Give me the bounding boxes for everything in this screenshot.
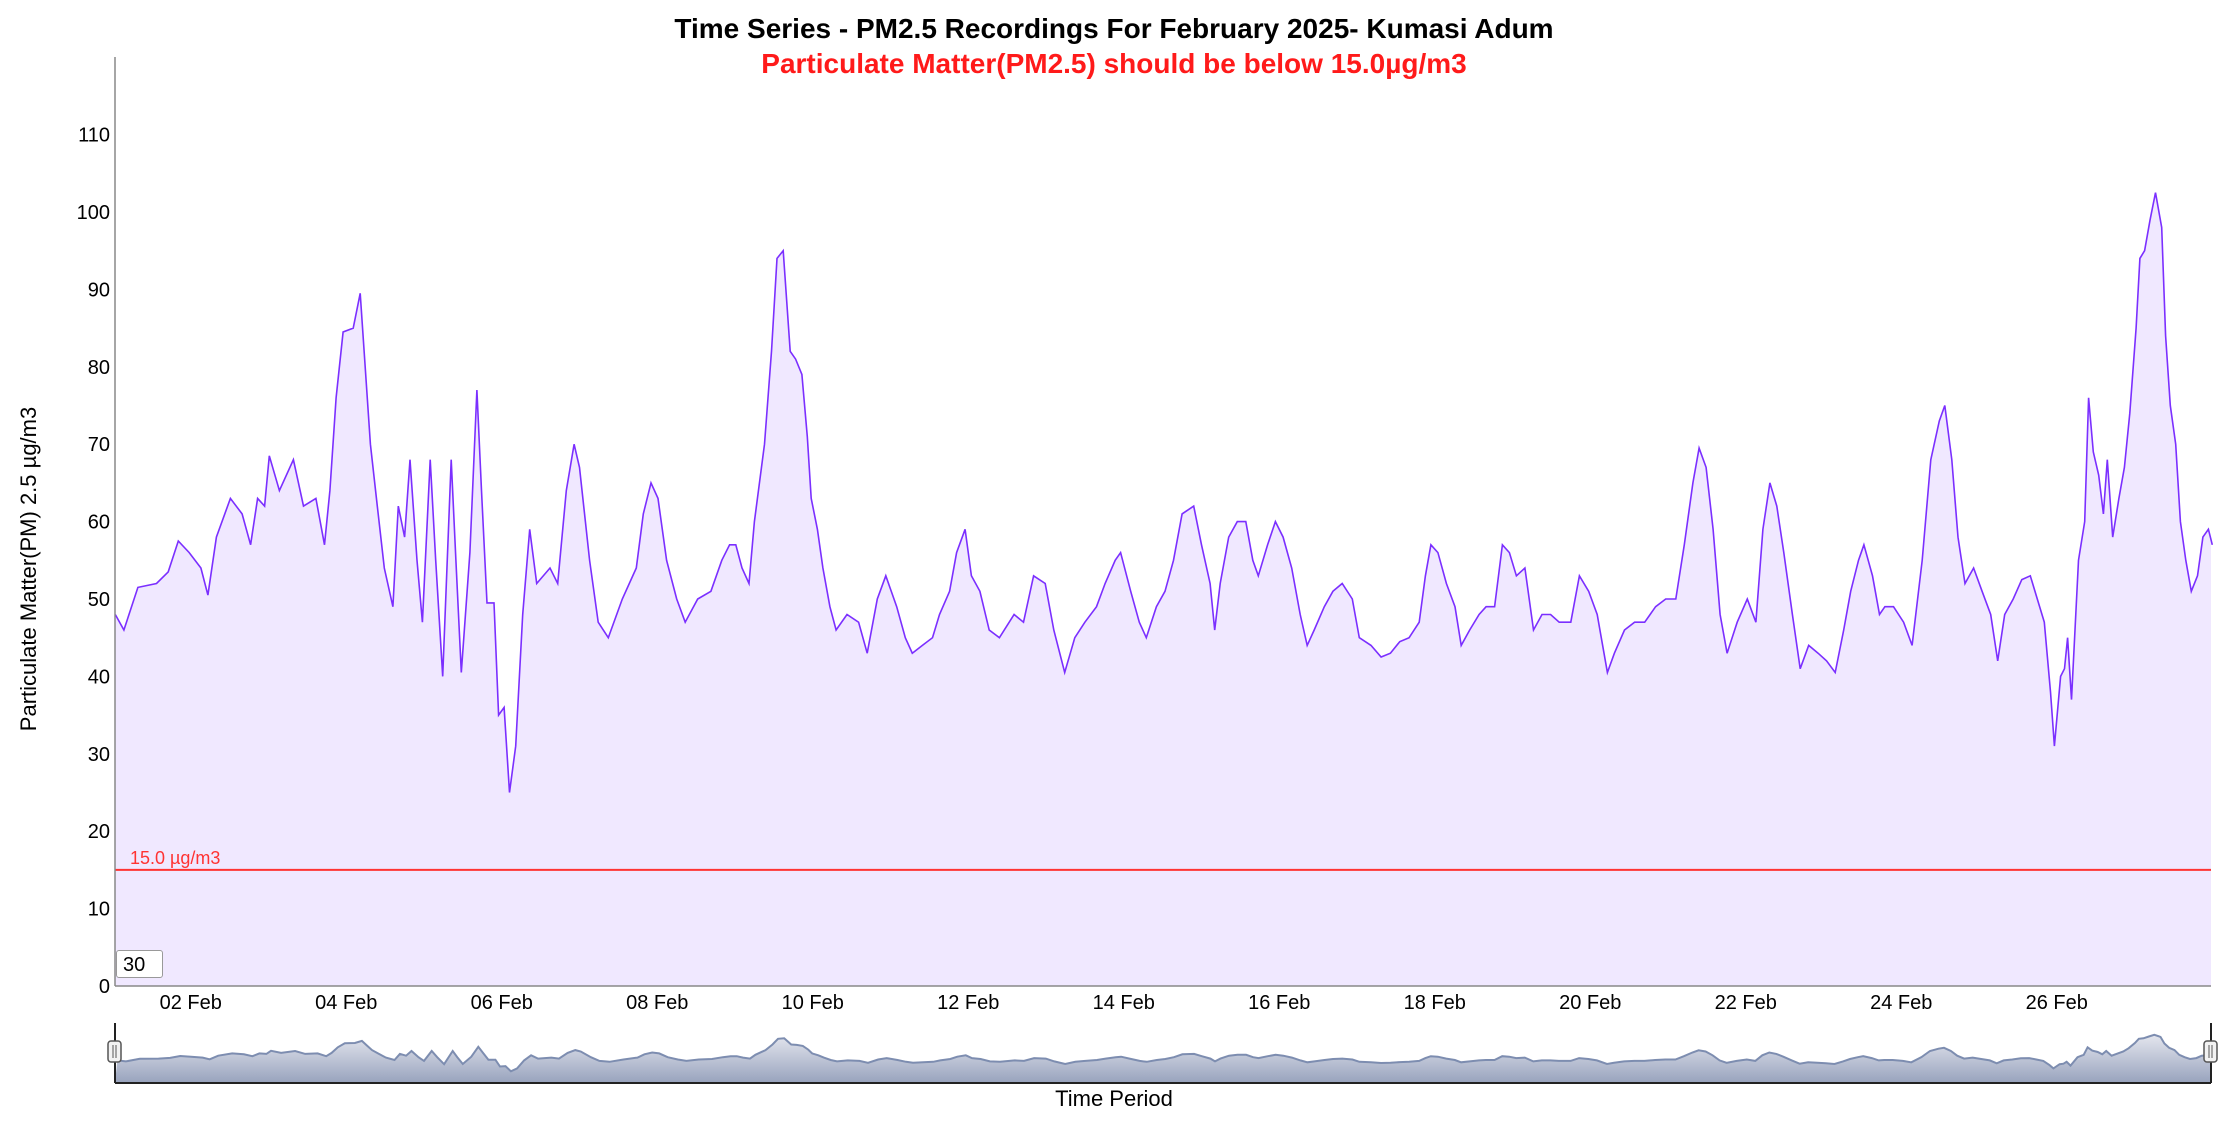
navigator[interactable] — [107, 1023, 2218, 1084]
navigator-area — [115, 1034, 2211, 1083]
x-tick-label: 08 Feb — [626, 992, 688, 1014]
x-axis-label: Time Period — [1055, 1086, 1173, 1111]
navigator-line — [117, 1033, 2212, 1073]
x-tick-label: 18 Feb — [1404, 992, 1466, 1014]
y-axis-label: Particulate Matter(PM) 2.5 µg/m3 — [16, 407, 41, 731]
x-tick-label: 22 Feb — [1715, 992, 1777, 1014]
threshold-label: 15.0 µg/m3 — [130, 848, 220, 868]
y-axis-ticks: 0 10 20 30 40 50 60 70 80 90 100 110 — [77, 125, 110, 998]
chart-title: Time Series - PM2.5 Recordings For Febru… — [674, 13, 1553, 44]
x-tick-label: 26 Feb — [2026, 992, 2088, 1014]
navigator-right-handle[interactable] — [2203, 1040, 2218, 1063]
y-tick-label: 20 — [88, 821, 110, 843]
y-tick-label: 110 — [78, 125, 110, 147]
x-axis-ticks: 02 Feb 04 Feb 06 Feb 08 Feb 10 Feb 12 Feb 14 F… — [160, 992, 2088, 1014]
x-tick-label: 24 Feb — [1870, 992, 1932, 1014]
x-tick-label: 16 Feb — [1248, 992, 1310, 1014]
y-tick-label: 40 — [88, 666, 110, 688]
y-tick-label: 10 — [88, 899, 110, 921]
y-tick-label: 80 — [88, 357, 110, 379]
y-tick-label: 90 — [88, 279, 110, 301]
x-tick-label: 10 Feb — [782, 992, 844, 1014]
x-tick-label: 04 Feb — [315, 992, 377, 1014]
chart-subtitle: Particulate Matter(PM2.5) should be belo… — [761, 48, 1466, 79]
pm25-area — [115, 192, 2213, 987]
y-tick-label: 30 — [88, 744, 110, 766]
pm25-line — [114, 192, 2214, 793]
x-tick-label: 14 Feb — [1093, 992, 1155, 1014]
navigator-left-handle[interactable] — [107, 1040, 122, 1063]
range-days-input[interactable]: 30 — [116, 950, 163, 978]
x-tick-label: 02 Feb — [160, 992, 222, 1014]
x-tick-label: 20 Feb — [1559, 992, 1621, 1014]
x-tick-label: 12 Feb — [937, 992, 999, 1014]
y-tick-label: 0 — [99, 976, 110, 998]
y-tick-label: 70 — [88, 434, 110, 456]
x-tick-label: 06 Feb — [471, 992, 533, 1014]
y-tick-label: 100 — [77, 202, 110, 224]
y-tick-label: 60 — [88, 512, 110, 534]
y-tick-label: 50 — [88, 589, 110, 611]
